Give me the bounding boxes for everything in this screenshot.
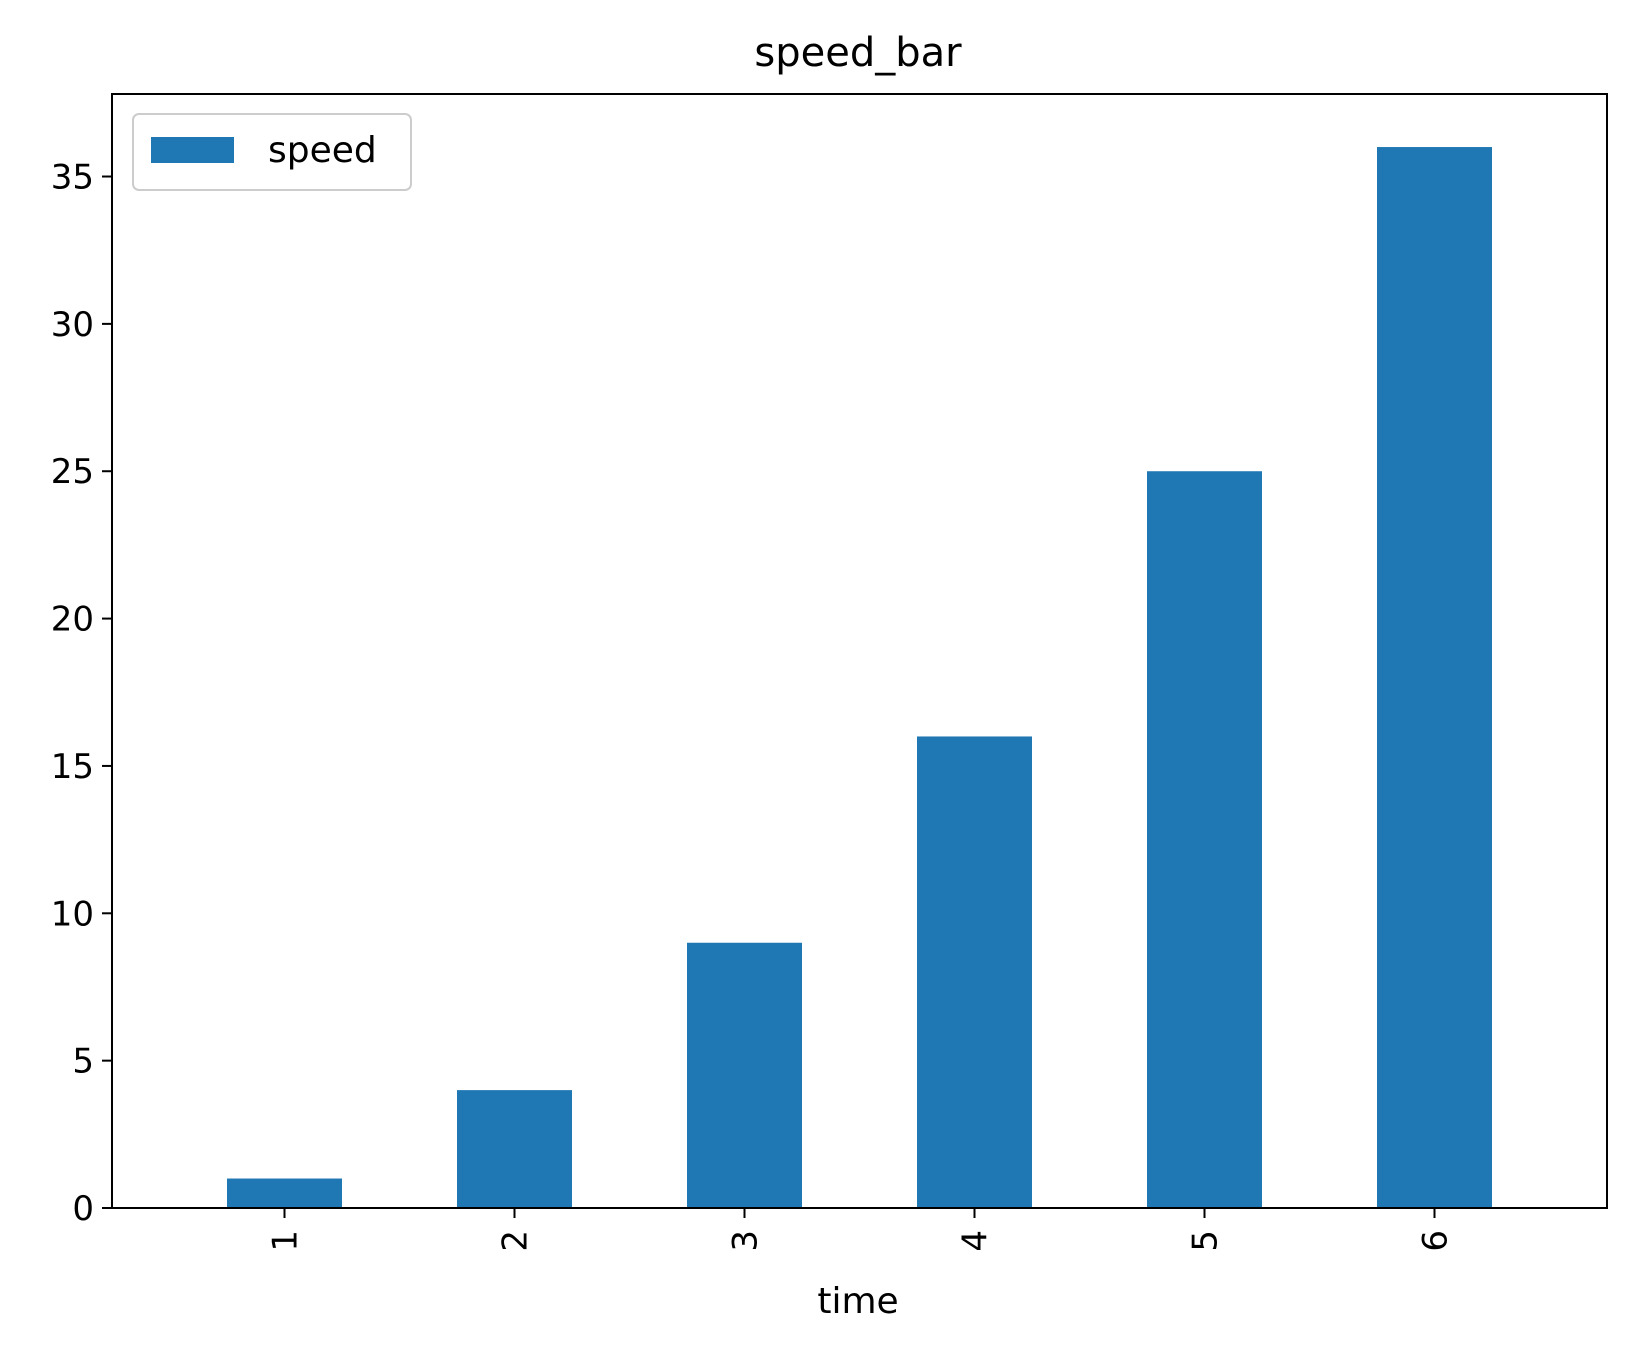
x-tick-label: 5 (1186, 1230, 1226, 1252)
y-tick-label: 15 (51, 747, 94, 787)
y-tick-label: 25 (51, 452, 94, 492)
x-axis-label: time (817, 1281, 898, 1322)
y-axis: 0 5 10 15 20 25 30 35 (51, 158, 112, 1229)
x-tick-label: 2 (496, 1230, 536, 1252)
x-tick-label: 3 (726, 1230, 766, 1252)
legend-swatch (151, 137, 234, 163)
y-tick-label: 35 (51, 158, 94, 198)
y-tick-label: 5 (72, 1042, 94, 1082)
y-tick-label: 20 (51, 600, 94, 640)
chart-title: speed_bar (754, 30, 962, 76)
legend: speed (132, 113, 412, 191)
bar-5 (1147, 471, 1262, 1208)
bars-group (227, 147, 1492, 1209)
legend-label: speed (268, 130, 377, 171)
legend-frame (132, 113, 412, 191)
bar-4 (917, 736, 1032, 1208)
x-tick-label: 4 (956, 1230, 996, 1252)
y-tick-label: 0 (72, 1189, 94, 1229)
bar-6 (1377, 147, 1492, 1209)
bar-2 (457, 1090, 572, 1208)
bar-1 (227, 1178, 342, 1208)
bar-3 (687, 942, 802, 1208)
y-tick-label: 10 (51, 894, 94, 934)
x-tick-label: 1 (266, 1230, 306, 1252)
x-tick-label: 6 (1416, 1230, 1456, 1252)
y-tick-label: 30 (51, 305, 94, 345)
x-axis: 1 2 3 4 5 6 (266, 1208, 1456, 1252)
plot-frame (111, 93, 1608, 1209)
